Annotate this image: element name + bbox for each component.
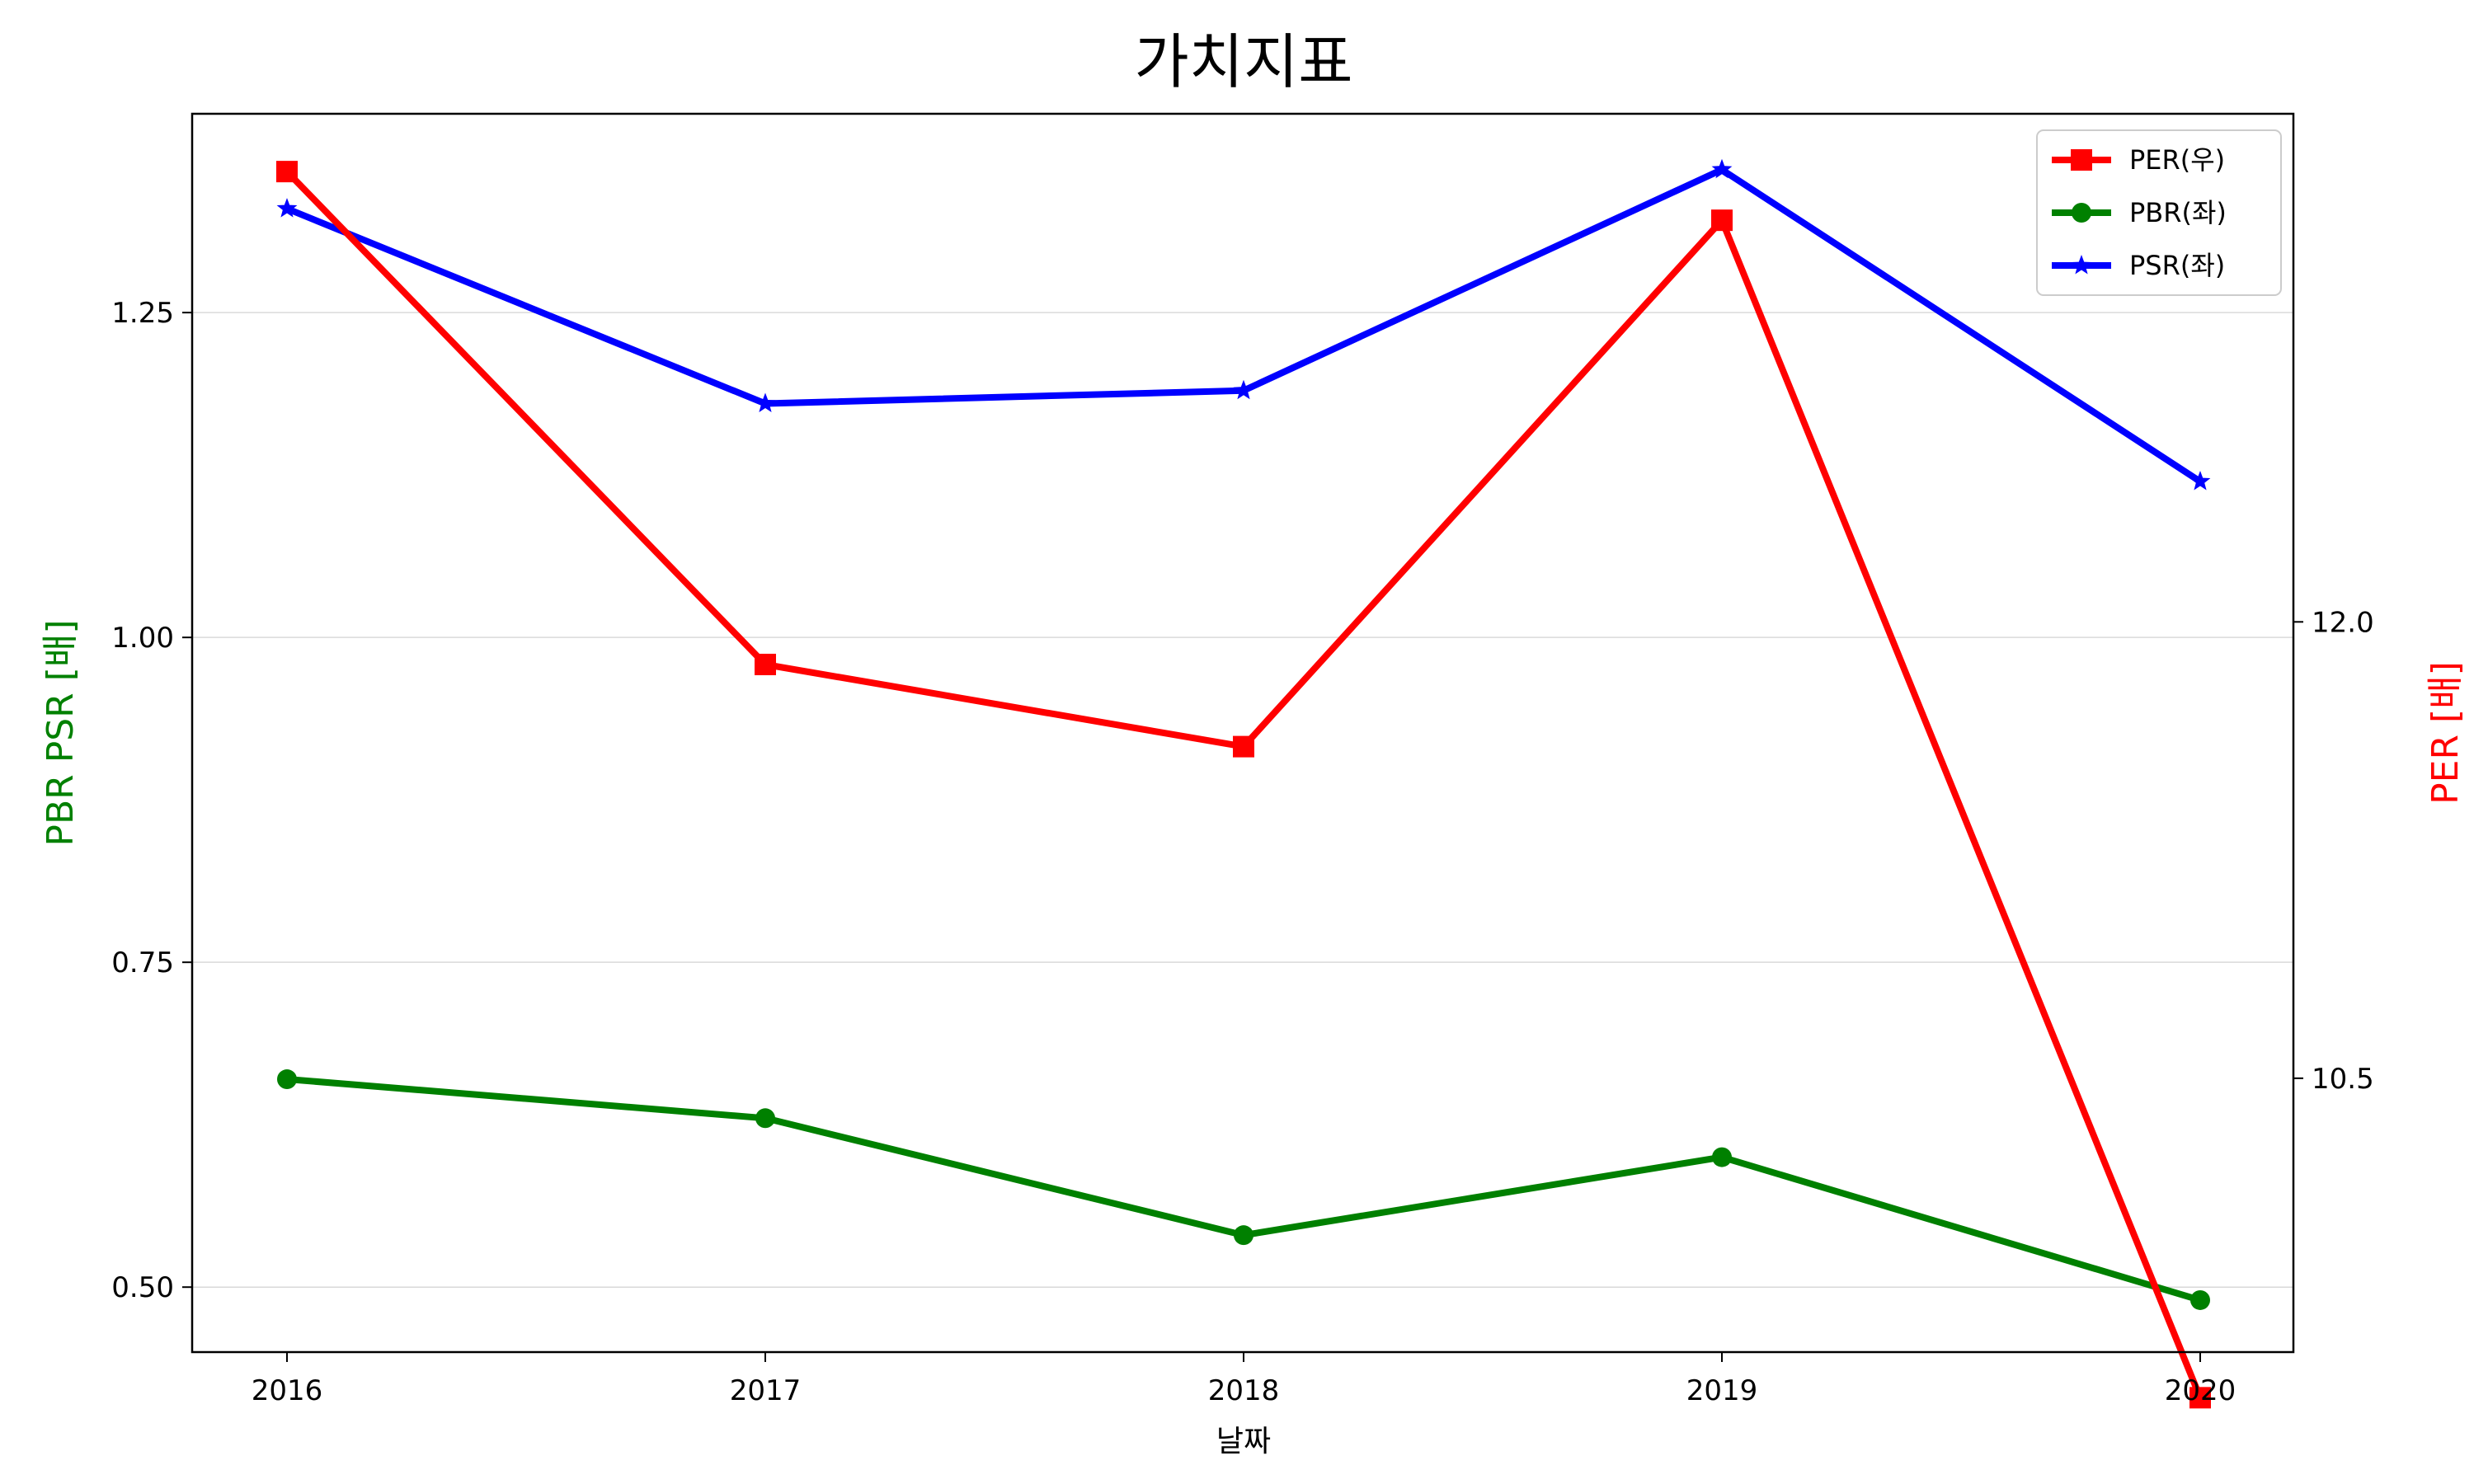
- legend-label: PSR(좌): [2129, 250, 2225, 281]
- data-point: [2190, 1289, 2210, 1310]
- legend-swatch-marker: [2071, 149, 2092, 171]
- data-point: [277, 1069, 297, 1090]
- data-point: [755, 1108, 775, 1129]
- legend-item: PSR(좌): [2052, 250, 2225, 281]
- series-layer: [276, 158, 2211, 1409]
- data-point: [276, 161, 298, 183]
- data-point: [1234, 1225, 1253, 1246]
- y-left-tick-label: 0.75: [111, 946, 174, 979]
- y-right-tick-label: 10.5: [2312, 1063, 2374, 1096]
- chart-title: 가치지표: [1135, 27, 1353, 96]
- data-point: [755, 653, 776, 675]
- legend-item: PBR(좌): [2052, 197, 2227, 228]
- data-point: [1233, 735, 1254, 758]
- y-axis-right: 10.5 12.0: [2293, 606, 2374, 1096]
- data-point: [755, 392, 776, 412]
- legend-label: PER(우): [2129, 144, 2225, 176]
- data-point: [276, 198, 298, 218]
- y-axis-left-label: PBR PSR [배]: [40, 619, 82, 846]
- data-point: [2189, 471, 2211, 491]
- x-tick-label: 2019: [1686, 1374, 1758, 1407]
- data-point: [1233, 379, 1254, 400]
- legend-swatch-marker: [2071, 255, 2092, 275]
- y-axis-right-label: PER [배]: [2425, 661, 2467, 805]
- y-left-tick-label: 1.25: [111, 297, 174, 330]
- x-tick-label: 2018: [1208, 1374, 1280, 1407]
- x-tick-label: 2017: [730, 1374, 802, 1407]
- y-right-tick-label: 12.0: [2312, 606, 2374, 639]
- x-axis-label: 날짜: [1216, 1425, 1271, 1458]
- legend-label: PBR(좌): [2129, 197, 2227, 228]
- series-PSR(좌): [276, 158, 2211, 491]
- y-axis-left: 0.50 0.75 1.00 1.25: [111, 297, 192, 1304]
- legend-box: [2036, 129, 2282, 296]
- legend: PER(우) PBR(좌) PSR(좌): [2036, 129, 2282, 296]
- data-point: [2189, 1387, 2211, 1409]
- data-point: [1711, 209, 1733, 232]
- series-PER(우): [276, 161, 2211, 1409]
- y-left-tick-label: 0.50: [111, 1271, 174, 1304]
- data-point: [1711, 158, 1733, 179]
- data-point: [1712, 1147, 1732, 1167]
- legend-item: PER(우): [2052, 144, 2225, 176]
- series-PBR(좌): [277, 1069, 2210, 1310]
- legend-swatch-marker: [2072, 203, 2091, 223]
- y-left-tick-label: 1.00: [111, 622, 174, 655]
- x-tick-label: 2016: [252, 1374, 323, 1407]
- x-axis: 2016 2017 2018 2019 2020: [252, 1352, 2236, 1407]
- x-tick-label: 2020: [2165, 1374, 2236, 1407]
